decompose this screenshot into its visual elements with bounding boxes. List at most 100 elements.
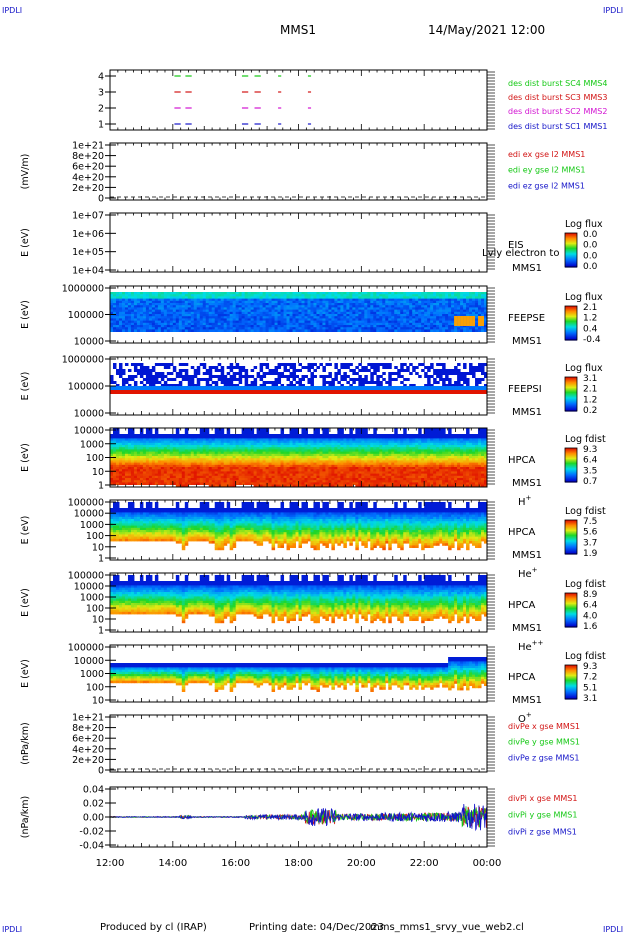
spec-cell <box>119 372 122 375</box>
spec-cell <box>161 372 164 375</box>
spec-cell <box>227 428 230 434</box>
spec-cell <box>301 390 304 394</box>
spec-cell <box>463 390 466 394</box>
spec-cell <box>397 386 400 390</box>
spec-cell <box>400 369 403 372</box>
spec-cell <box>451 329 454 332</box>
spec-cell <box>355 329 358 332</box>
spec-cell <box>233 375 236 378</box>
spec-cell <box>319 329 322 332</box>
spec-cell <box>179 386 182 390</box>
spec-cell <box>391 329 394 332</box>
spec-cell <box>442 378 445 381</box>
spec-cell <box>481 386 484 390</box>
spec-cell <box>278 390 281 394</box>
spec-cell <box>406 378 409 381</box>
spec-cell <box>122 329 125 332</box>
spec-cell <box>209 386 212 390</box>
spec-cell <box>290 428 293 434</box>
spec-cell <box>155 363 158 366</box>
spec-cell <box>373 386 376 390</box>
spec-cell <box>400 375 403 378</box>
spec-cell <box>230 329 233 332</box>
spec-cell <box>373 366 376 369</box>
spec-cell <box>218 369 221 372</box>
spec-cell <box>358 375 361 378</box>
spec-cell <box>376 363 379 366</box>
spec-cell <box>469 329 472 332</box>
spec-cell <box>137 372 140 375</box>
spec-cell <box>221 428 224 434</box>
spec-cell <box>227 329 230 332</box>
spec-cell <box>263 386 266 390</box>
spec-cell <box>119 369 122 372</box>
spec-cell <box>149 381 152 384</box>
spec-cell <box>227 381 230 384</box>
spec-cell <box>307 329 310 332</box>
spec-cell <box>245 428 248 434</box>
spec-cell <box>364 378 367 381</box>
spec-cell <box>146 372 149 375</box>
spec-cell <box>322 386 325 390</box>
spec-cell <box>254 366 257 369</box>
spec-cell <box>155 428 158 434</box>
spec-cell <box>149 375 152 378</box>
spec-cell <box>239 378 242 381</box>
spec-cell <box>466 390 469 394</box>
spec-cell <box>370 378 373 381</box>
spec-cell <box>337 386 340 390</box>
spec-cell <box>448 372 451 375</box>
spec-cell <box>436 381 439 384</box>
spec-cell <box>275 329 278 332</box>
spec-cell <box>260 369 263 372</box>
spec-cell <box>293 363 296 366</box>
spec-cell <box>382 372 385 375</box>
spec-cell <box>328 329 331 332</box>
spec-cell <box>331 329 334 332</box>
spec-cell <box>215 375 218 378</box>
spec-cell <box>299 381 302 384</box>
spec-cell <box>448 390 451 394</box>
spec-cell <box>439 390 442 394</box>
spec-cell <box>466 372 469 375</box>
spec-cell <box>463 329 466 332</box>
spec-cell <box>224 375 227 378</box>
spec-cell <box>173 369 176 372</box>
spec-cell <box>301 428 304 434</box>
spec-cell <box>281 375 284 378</box>
spec-cell <box>149 329 152 332</box>
spec-cell <box>278 363 281 366</box>
spec-cell <box>236 378 239 381</box>
spec-cell <box>257 329 260 332</box>
spec-cell <box>337 369 340 372</box>
spec-cell <box>296 386 299 390</box>
spec-cell <box>340 366 343 369</box>
spec-cell <box>382 390 385 394</box>
spec-cell <box>203 329 206 332</box>
spec-cell <box>230 363 233 366</box>
spec-cell <box>119 482 122 485</box>
spec-cell <box>203 378 206 381</box>
spec-cell <box>382 386 385 390</box>
spec-cell <box>290 329 293 332</box>
spec-cell <box>394 390 397 394</box>
spec-cell <box>221 366 224 369</box>
spec-cell <box>221 386 224 390</box>
spec-cell <box>409 386 412 390</box>
spec-cell <box>269 386 272 390</box>
spec-cell <box>337 372 340 375</box>
spec-cell <box>227 372 230 375</box>
spec-cell <box>215 381 218 384</box>
spec-cell <box>266 381 269 384</box>
spec-cell <box>170 363 173 366</box>
spec-cell <box>278 381 281 384</box>
spec-cell <box>460 378 463 381</box>
spec-cell <box>221 369 224 372</box>
spec-cell <box>304 375 307 378</box>
spec-cell <box>385 366 388 369</box>
spec-cell <box>379 390 382 394</box>
spec-cell <box>209 372 212 375</box>
spec-cell <box>194 372 197 375</box>
spec-cell <box>379 386 382 390</box>
spec-cell <box>239 390 242 394</box>
